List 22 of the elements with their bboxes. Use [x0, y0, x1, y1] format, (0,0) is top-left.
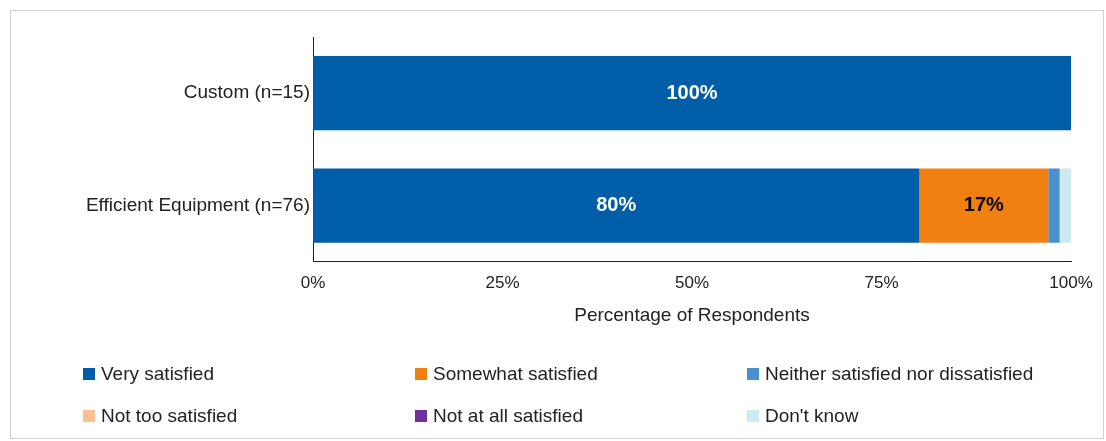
- data-label: 17%: [963, 193, 1005, 216]
- legend-label: Not at all satisfied: [432, 405, 584, 427]
- x-tick-label: 75%: [864, 272, 899, 292]
- bar: [1048, 168, 1060, 243]
- legend-label: Very satisfied: [100, 363, 215, 385]
- bar: [313, 168, 920, 243]
- x-tick-label: 0%: [300, 272, 326, 292]
- y-tick-label: Efficient Equipment (n=76): [85, 193, 310, 215]
- x-tick-label: 100%: [1049, 272, 1093, 292]
- x-tick-label: 25%: [485, 272, 520, 292]
- data-label: 80%: [596, 193, 637, 216]
- legend-label: Not too satisfied: [100, 405, 239, 427]
- x-axis-title: Percentage of Respondents: [574, 303, 810, 325]
- x-tick-label: 50%: [674, 272, 710, 292]
- y-tick-label: Custom (n=15): [183, 81, 310, 103]
- legend-label: Neither satisfied nor dissatisfied: [764, 363, 1035, 385]
- legend-label: Don't know: [764, 405, 860, 427]
- legend-label: Somewhat satisfied: [432, 363, 599, 385]
- bar: [919, 168, 1049, 243]
- data-label: 100%: [666, 80, 718, 103]
- bar: [1059, 168, 1071, 243]
- bar: [313, 56, 1071, 131]
